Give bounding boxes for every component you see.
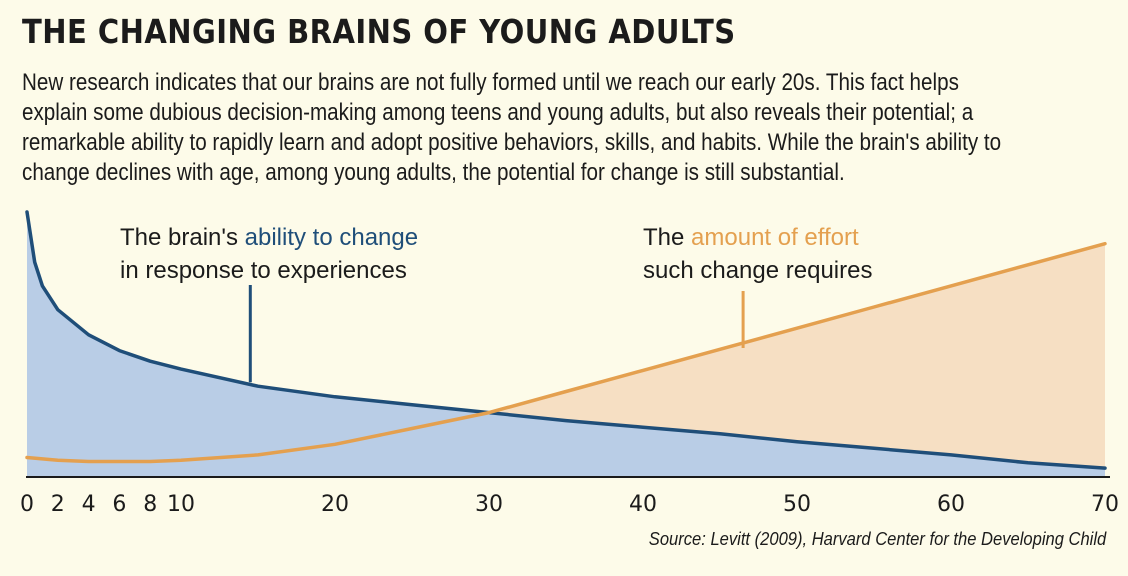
annotation-line-2: such change requires — [643, 257, 872, 284]
x-tick-label: 20 — [321, 492, 349, 517]
x-tick-label: 0 — [20, 492, 34, 517]
page-title: THE CHANGING BRAINS OF YOUNG ADULTS — [22, 12, 736, 51]
annotation-line-2: in response to experiences — [120, 257, 407, 284]
x-tick-label: 8 — [143, 492, 157, 517]
x-tick-label: 60 — [937, 492, 965, 517]
series-line-1 — [25, 241, 1107, 464]
x-tick-label: 50 — [783, 492, 811, 517]
x-tick-label: 2 — [51, 492, 65, 517]
annotation-line-1: The amount of effort — [643, 224, 859, 251]
source-note: Source: Levitt (2009), Harvard Center fo… — [648, 529, 1106, 549]
page-subtitle: New research indicates that our brains a… — [22, 69, 1002, 186]
x-tick-label: 70 — [1091, 492, 1119, 517]
annotation-lead-text: The — [643, 224, 691, 251]
x-tick-label: 30 — [475, 492, 503, 517]
annotation-series-name: amount of effort — [691, 224, 859, 251]
series-line-0 — [25, 210, 1107, 470]
annotation-lead-text: The brain's — [120, 224, 245, 251]
chart-lines — [25, 210, 1107, 470]
x-tick-label: 4 — [82, 492, 96, 517]
x-tick-label: 40 — [629, 492, 657, 517]
annotation-series-name: ability to change — [245, 224, 418, 251]
chart-areas — [27, 212, 1105, 476]
series-area-1 — [27, 243, 1105, 476]
series-area-0 — [27, 212, 1105, 476]
chart-annotations: The brain's ability to change in response… — [120, 224, 872, 383]
x-tick-label: 6 — [112, 492, 126, 517]
x-axis-ticks: 0 2 4 6 8 10 20 30 40 50 60 70 — [20, 492, 1119, 517]
annotation-line-1: The brain's ability to change — [120, 224, 418, 251]
x-tick-label: 10 — [167, 492, 195, 517]
